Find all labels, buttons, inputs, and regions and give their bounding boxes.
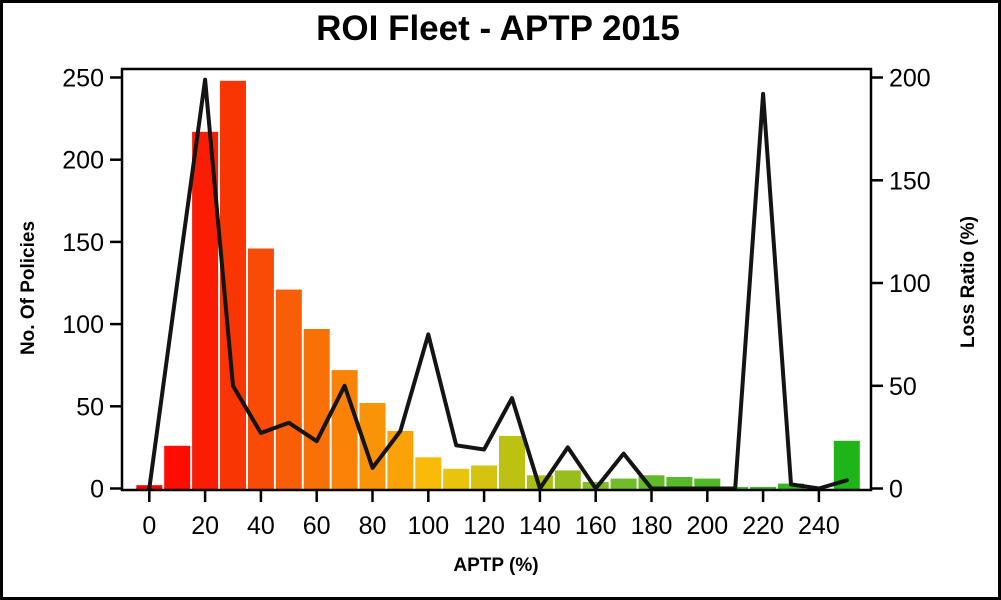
- policy-count-bar: [554, 470, 581, 490]
- x-axis-tick-label: 60: [303, 512, 331, 540]
- y-left-tick-label: 0: [90, 476, 104, 504]
- policy-count-bar: [499, 435, 525, 490]
- y-left-tick-label: 200: [62, 147, 104, 175]
- x-axis-tick-label: 80: [359, 512, 387, 540]
- y-axis-title-left: No. Of Policies: [18, 221, 39, 355]
- x-axis-tick-label: 100: [407, 512, 449, 540]
- y-right-tick-label: 0: [889, 476, 903, 504]
- y-right-tick-label: 100: [889, 270, 931, 298]
- x-axis-tick-label: 180: [631, 512, 673, 540]
- policy-count-bar: [303, 329, 330, 490]
- x-axis-title: APTP (%): [453, 555, 538, 576]
- policy-count-bar: [694, 478, 721, 490]
- y-right-tick-label: 150: [889, 167, 931, 195]
- policy-count-bar: [471, 465, 498, 490]
- x-axis-tick-label: 140: [519, 512, 561, 540]
- x-axis-tick-label: 240: [798, 512, 840, 540]
- x-axis-tick-label: 20: [191, 512, 219, 540]
- x-axis-tick-label: 40: [247, 512, 275, 540]
- policy-count-bar: [247, 248, 274, 490]
- chart-title: ROI Fleet - APTP 2015: [316, 9, 680, 48]
- y-left-tick-label: 50: [76, 393, 104, 421]
- loss-ratio-line-layer: [147, 77, 849, 491]
- plot-frame: [120, 67, 873, 492]
- y-right-tick-label: 200: [889, 65, 931, 93]
- y-left-tick-label: 100: [62, 311, 104, 339]
- axis-ticks-layer: 0 20 40 60 80 100 120 140 160 180 200 220 240 0 50 100 1…: [62, 65, 930, 541]
- policy-count-bar: [750, 486, 777, 490]
- y-left-tick-label: 150: [62, 229, 104, 257]
- bars-layer: [136, 80, 860, 491]
- policy-count-bar: [778, 483, 804, 490]
- policy-count-bar: [443, 468, 470, 490]
- policy-count-bar: [415, 457, 442, 490]
- policy-count-bar: [610, 478, 637, 490]
- x-axis-tick-label: 160: [575, 512, 617, 540]
- loss-ratio-line: [147, 77, 849, 491]
- policy-count-bar: [164, 445, 191, 490]
- y-left-tick-label: 250: [62, 65, 104, 93]
- x-axis-tick-label: 200: [686, 512, 728, 540]
- x-axis-tick-label: 0: [142, 512, 156, 540]
- y-axis-title-right: Loss Ratio (%): [958, 216, 979, 348]
- policy-count-bar: [275, 289, 302, 490]
- x-axis-tick-label: 120: [463, 512, 505, 540]
- x-axis-tick-label: 220: [742, 512, 784, 540]
- y-right-tick-label: 50: [889, 373, 917, 401]
